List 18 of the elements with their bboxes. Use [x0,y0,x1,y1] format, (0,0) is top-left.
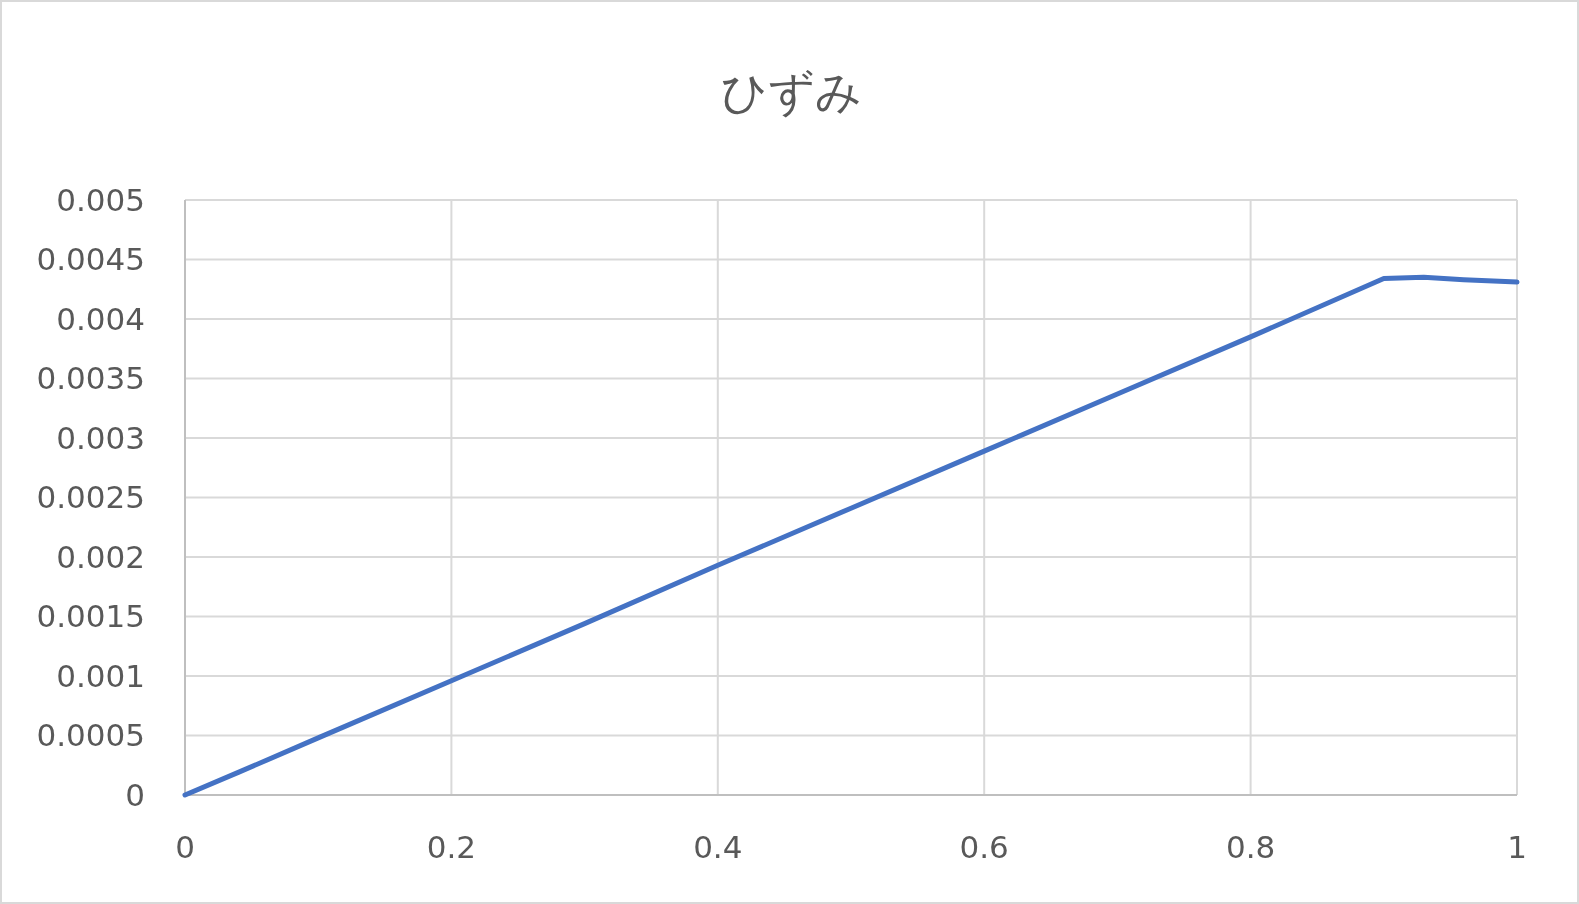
x-tick-label: 0.2 [426,828,477,865]
y-tick-label: 0.002 [56,538,145,575]
x-tick-label: 0 [175,828,195,865]
y-tick-label: 0.004 [56,300,145,337]
y-tick-label: 0 [125,776,145,813]
y-tick-label: 0.0025 [36,479,145,516]
x-tick-label: 0.8 [1225,828,1276,865]
y-tick-label: 0.005 [56,181,145,218]
y-tick-label: 0.003 [56,419,145,456]
x-tick-label: 0.6 [959,828,1009,865]
y-tick-label: 0.001 [56,657,145,694]
chart-title: ひずみ [720,65,862,119]
x-tick-label: 1 [1507,828,1527,865]
y-tick-label: 0.0005 [36,717,145,754]
y-tick-label: 0.0015 [36,598,145,635]
y-tick-label: 0.0045 [36,241,145,278]
y-tick-label: 0.0035 [36,360,145,397]
x-tick-label: 0.4 [693,828,743,865]
